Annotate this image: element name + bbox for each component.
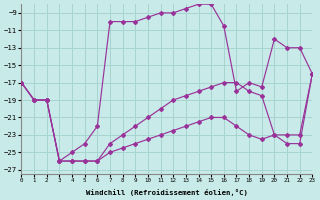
X-axis label: Windchill (Refroidissement éolien,°C): Windchill (Refroidissement éolien,°C) <box>86 189 248 196</box>
